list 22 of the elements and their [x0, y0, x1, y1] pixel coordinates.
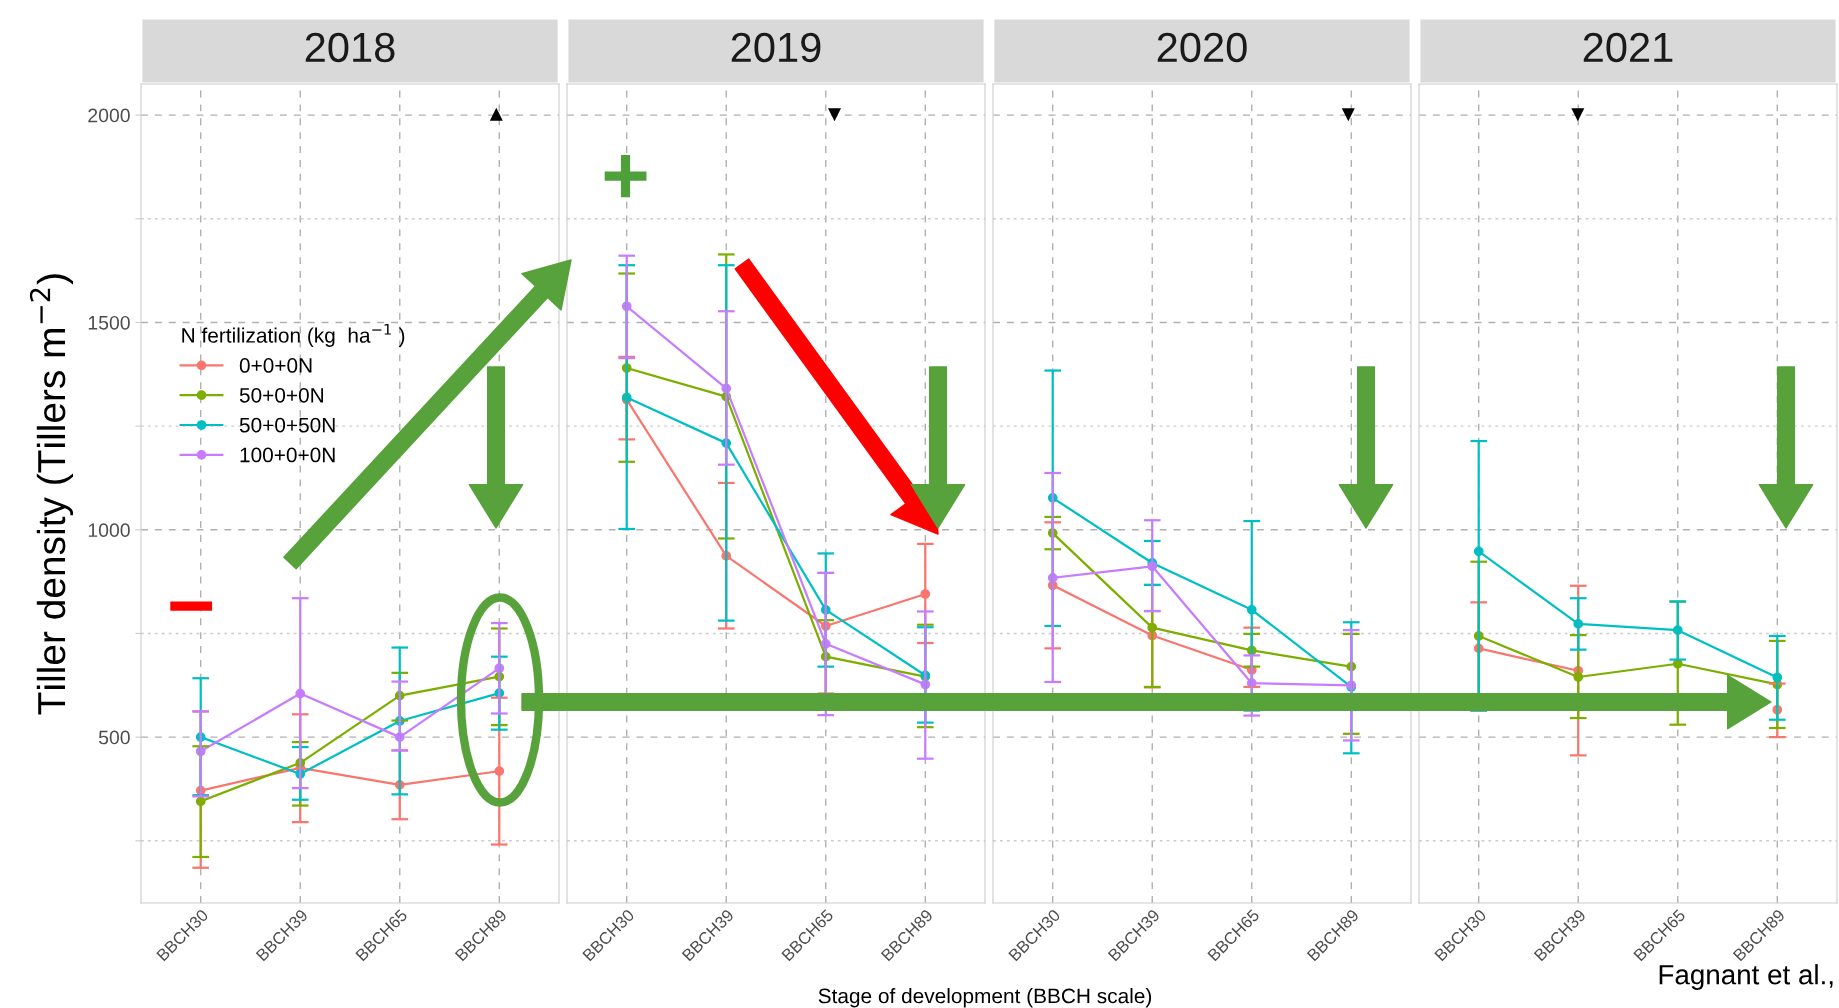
annotation: ▼: [1341, 108, 1355, 122]
x-axis-title: Stage of development (BBCH scale): [818, 988, 1152, 1008]
annotation: +: [604, 154, 647, 198]
annotation: ▲: [489, 107, 503, 121]
y-tick-label: 500: [98, 730, 130, 745]
chart-title: 2020: [1157, 32, 1247, 63]
chart-title: 2018: [305, 32, 395, 63]
y-tick-label: 1000: [88, 523, 130, 538]
annotation: −: [170, 601, 213, 611]
legend-label: 50+0+50N: [239, 417, 335, 433]
chart-title: 2019: [731, 32, 821, 63]
annotation: ▼: [1571, 108, 1585, 122]
legend-label: 0+0+0N: [239, 358, 312, 373]
legend-title: N fertilization (kg ha$^{−1}$ ): [182, 323, 405, 347]
chart-title: 2021: [1583, 32, 1673, 63]
y-axis-title: Tiller density (Tillers m$^{−2}$): [29, 274, 74, 715]
legend-label: 50+0+0N: [239, 387, 324, 403]
legend-label: 100+0+0N: [240, 447, 335, 463]
text: Fagnant et al.,: [1659, 964, 1833, 990]
y-tick-label: 2000: [88, 108, 130, 123]
annotation: ▼: [828, 108, 842, 122]
y-tick-label: 1500: [88, 315, 130, 330]
